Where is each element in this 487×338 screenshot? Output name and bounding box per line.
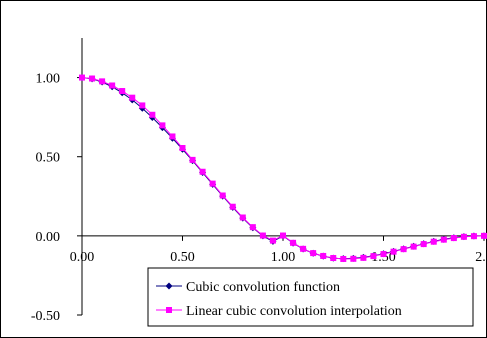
data-point-square: [159, 122, 166, 129]
series-2: [79, 74, 487, 262]
data-point-square: [300, 245, 307, 252]
legend: Cubic convolution function Linear cubic c…: [147, 267, 474, 327]
data-point-square: [450, 235, 457, 242]
data-point-square: [259, 232, 266, 239]
legend-label: Cubic convolution function: [186, 280, 340, 295]
data-point-square: [440, 236, 447, 243]
data-point-square: [320, 252, 327, 259]
x-tick-label: 0.50: [170, 250, 195, 265]
data-point-square: [79, 74, 85, 81]
data-point-square: [360, 254, 367, 261]
x-tick-label: 1.00: [271, 250, 296, 265]
data-point-square: [169, 133, 176, 140]
series-layer: [78, 74, 487, 263]
data-point-square: [370, 253, 377, 260]
data-point-square: [420, 241, 427, 248]
data-point-square: [269, 237, 276, 244]
y-tick-label: 0.50: [36, 151, 61, 166]
data-point-square: [109, 82, 116, 89]
data-point-square: [139, 102, 146, 109]
data-point-square: [430, 238, 437, 245]
data-point-square: [390, 248, 397, 255]
data-point-square: [189, 156, 196, 163]
data-point-square: [290, 239, 297, 246]
data-point-square: [460, 233, 467, 240]
y-tick-label: 0.00: [36, 230, 61, 245]
data-point-square: [89, 75, 96, 82]
data-point-square: [481, 232, 487, 239]
data-point-square: [310, 250, 317, 257]
y-tick-label: 1.00: [36, 72, 61, 87]
data-point-square: [239, 214, 246, 221]
data-point-square: [219, 192, 226, 199]
x-tick-label: 2.0: [475, 250, 487, 265]
x-tick-labels: 0.00 0.50 1.00 1.50 2.0: [70, 250, 487, 265]
x-tick-label: 0.00: [70, 250, 95, 265]
legend-label: Linear cubic convolution interpolation: [186, 304, 402, 319]
data-point-square: [199, 168, 206, 175]
legend-marker-diamond: [165, 282, 173, 290]
legend-entry: Cubic convolution function: [156, 280, 340, 295]
legend-box: [147, 267, 474, 327]
legend-marker-square: [166, 307, 172, 313]
data-point-square: [350, 255, 357, 262]
data-point-square: [280, 232, 286, 239]
data-point-square: [330, 255, 337, 262]
x-tick-label: 1.50: [371, 250, 396, 265]
data-point-square: [380, 251, 387, 258]
y-tick-label: -0.50: [31, 309, 60, 324]
data-point-square: [99, 78, 106, 85]
data-point-square: [249, 224, 256, 231]
data-point-square: [119, 88, 126, 95]
data-point-square: [340, 255, 347, 262]
legend-entry: Linear cubic convolution interpolation: [156, 304, 402, 319]
data-point-square: [229, 203, 236, 210]
data-point-square: [410, 243, 417, 250]
data-point-square: [149, 111, 156, 118]
data-point-square: [129, 94, 136, 101]
data-point-square: [470, 233, 477, 240]
y-tick-labels: 1.00 0.50 0.00 -0.50: [31, 72, 60, 324]
data-point-square: [400, 246, 407, 253]
data-point-square: [179, 145, 186, 152]
data-point-square: [209, 180, 216, 187]
